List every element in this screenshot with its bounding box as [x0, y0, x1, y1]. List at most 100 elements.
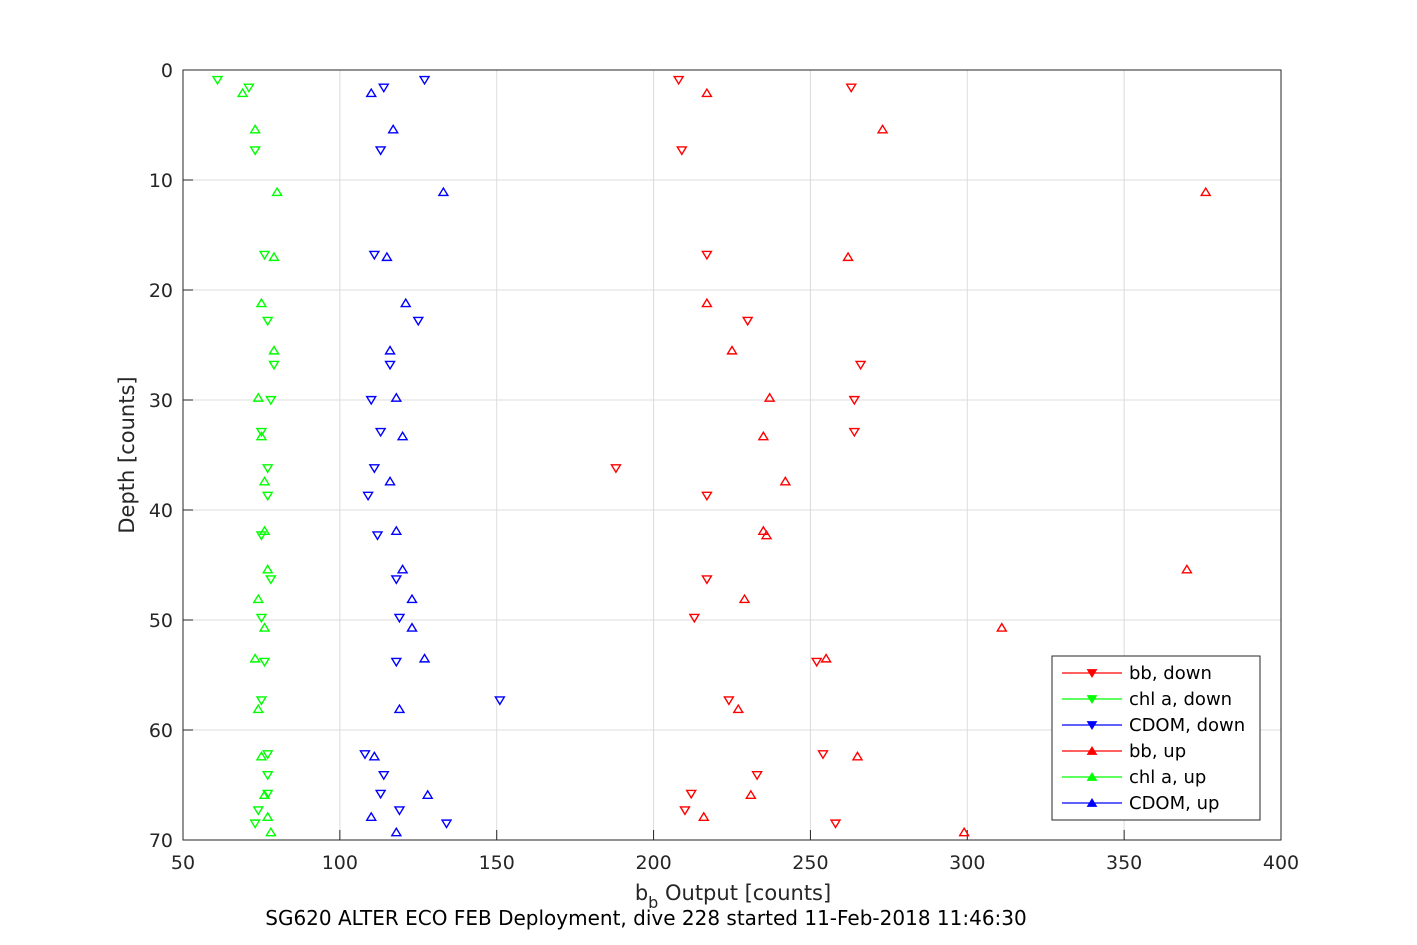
- data-point: [384, 360, 396, 371]
- data-point: [741, 316, 754, 327]
- x-tick-label: 350: [1106, 852, 1142, 874]
- data-point: [688, 613, 701, 624]
- y-tick-label: 60: [149, 720, 173, 742]
- data-point: [1199, 186, 1212, 197]
- legend-label: bb, up: [1129, 741, 1186, 762]
- data-point: [848, 427, 861, 438]
- legend-marker: [1086, 695, 1098, 705]
- legend-label: chl a, down: [1129, 689, 1232, 710]
- legend-marker: [1086, 721, 1098, 731]
- data-markers: [211, 75, 1212, 837]
- data-point: [390, 575, 403, 585]
- data-point: [685, 789, 697, 800]
- data-point: [723, 696, 735, 706]
- data-point: [249, 819, 261, 829]
- data-point: [817, 750, 829, 760]
- data-point: [374, 146, 387, 156]
- series-2: [359, 75, 506, 829]
- data-point: [258, 657, 271, 668]
- data-point: [440, 819, 453, 829]
- data-point: [365, 811, 377, 821]
- data-point: [374, 427, 387, 438]
- axis-ticks: 50 100 150 200 250 300 350 400 0 10 20 30 40 50 60 70: [149, 60, 1299, 874]
- data-point: [421, 789, 434, 799]
- data-point: [672, 75, 685, 86]
- data-point: [261, 464, 274, 474]
- x-tick-label: 150: [479, 852, 515, 874]
- x-tick-label: 50: [171, 852, 195, 874]
- y-tick-label: 50: [149, 610, 173, 632]
- data-point: [255, 430, 268, 441]
- data-point: [252, 806, 265, 816]
- data-point: [236, 87, 249, 98]
- x-axis-label-subscript: b: [648, 893, 658, 912]
- data-point: [829, 819, 842, 829]
- series-3: [698, 87, 1212, 837]
- data-point: [381, 251, 393, 262]
- data-point: [679, 806, 691, 816]
- data-point: [258, 250, 271, 261]
- legend-marker: [1086, 797, 1098, 807]
- data-point: [810, 657, 823, 668]
- y-tick-label: 40: [149, 500, 173, 522]
- data-point: [760, 529, 773, 540]
- data-point: [368, 750, 381, 761]
- legend-label: bb, down: [1129, 663, 1212, 684]
- data-point: [252, 703, 265, 714]
- x-tick-label: 200: [635, 852, 671, 874]
- x-axis-label-main: b: [635, 881, 648, 905]
- legend: bb, down chl a, down CDOM, down bb, up chl a…: [1051, 655, 1261, 821]
- data-point: [406, 622, 418, 632]
- x-tick-label: 400: [1263, 852, 1299, 874]
- data-point: [393, 703, 406, 714]
- data-point: [396, 430, 409, 441]
- data-point: [268, 345, 280, 355]
- data-point: [258, 525, 271, 535]
- data-point: [365, 87, 377, 98]
- legend-box: [1051, 655, 1261, 821]
- data-point: [757, 430, 770, 441]
- data-point: [368, 464, 381, 474]
- series-5: [365, 87, 450, 837]
- data-point: [261, 789, 274, 800]
- data-point: [738, 593, 751, 604]
- data-point: [393, 806, 406, 816]
- legend-marker: [1086, 745, 1098, 755]
- legend-marker: [1086, 669, 1098, 679]
- data-point: [418, 653, 431, 663]
- data-point: [249, 123, 261, 134]
- series-0: [610, 75, 867, 829]
- grid-lines: [182, 69, 1282, 841]
- legend-label: chl a, up: [1129, 767, 1206, 788]
- x-tick-label: 300: [949, 852, 985, 874]
- data-point: [701, 575, 713, 585]
- data-point: [261, 771, 274, 781]
- data-point: [732, 703, 745, 714]
- data-point: [698, 811, 710, 821]
- data-point: [399, 297, 412, 308]
- series-4: [236, 87, 283, 837]
- data-point: [258, 622, 271, 632]
- data-point: [854, 360, 867, 371]
- data-point: [243, 83, 255, 94]
- data-point: [763, 392, 776, 402]
- data-point: [368, 250, 381, 261]
- y-tick-label: 30: [149, 390, 173, 412]
- data-point: [211, 75, 224, 86]
- data-point: [271, 186, 283, 197]
- y-tick-label: 0: [161, 60, 173, 82]
- data-point: [406, 593, 418, 604]
- data-point: [384, 475, 396, 486]
- data-point: [261, 750, 274, 760]
- data-point: [255, 696, 268, 706]
- y-tick-label: 70: [149, 830, 173, 852]
- data-point: [820, 653, 832, 663]
- data-point: [261, 563, 274, 574]
- data-point: [610, 464, 622, 474]
- data-point: [265, 826, 277, 837]
- data-point: [255, 427, 268, 438]
- data-point: [701, 250, 713, 261]
- data-point: [255, 297, 268, 308]
- data-point: [371, 531, 384, 541]
